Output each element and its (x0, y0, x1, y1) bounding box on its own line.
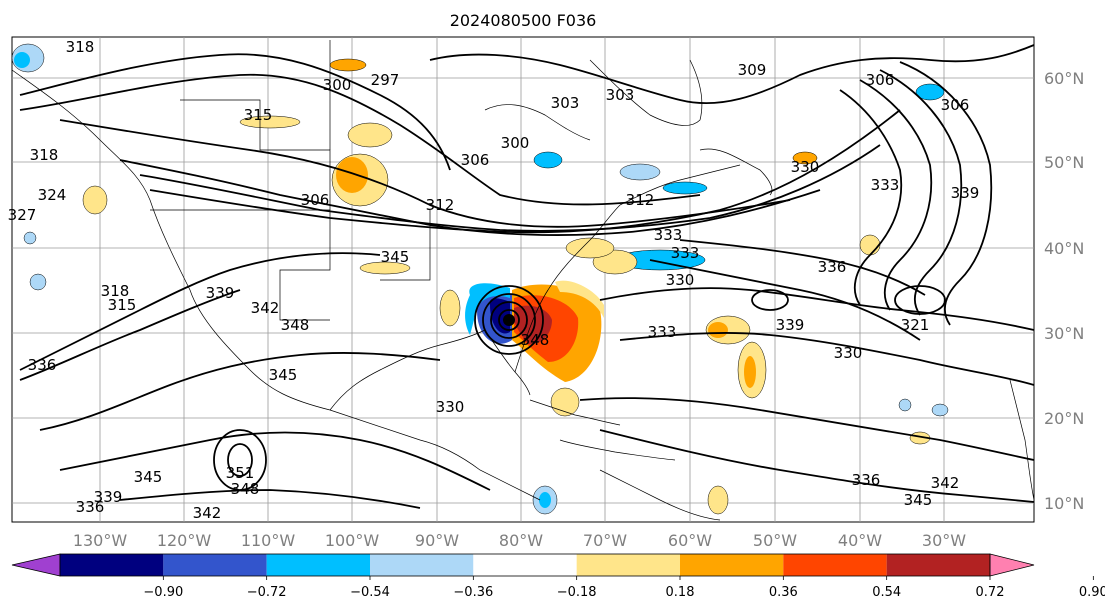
contour-label: 336 (28, 356, 57, 374)
longitude-label: 110°W (241, 531, 296, 550)
colorbar-extend-low (11, 553, 61, 577)
colorbar-segment (60, 554, 164, 576)
contour-label: 330 (436, 398, 465, 416)
contour-label: 336 (852, 471, 881, 489)
longitude-label: 100°W (325, 531, 380, 550)
contour-label: 345 (904, 491, 933, 509)
longitude-label: 40°W (838, 531, 882, 550)
colorbar-segment (783, 554, 887, 576)
contour-label: 336 (818, 258, 847, 276)
longitude-label: 120°W (157, 531, 212, 550)
latitude-label: 30°N (1044, 324, 1084, 343)
latitude-label: 20°N (1044, 409, 1084, 428)
contour-label: 300 (501, 134, 530, 152)
map-title: 2024080500 F036 (450, 11, 597, 30)
contour-label: 339 (206, 284, 235, 302)
colorbar-segment (163, 554, 267, 576)
contour-label: 327 (8, 206, 37, 224)
contour-label: 318 (101, 282, 130, 300)
longitude-label: 90°W (415, 531, 459, 550)
colorbar-tick-label: 0.36 (769, 585, 798, 600)
colorbar-extend-high (989, 553, 1035, 577)
contour-label: 333 (654, 226, 683, 244)
contour-label: 339 (776, 316, 805, 334)
contour-label: 345 (381, 248, 410, 266)
contour-label: 306 (866, 71, 895, 89)
contour-label: 333 (671, 244, 700, 262)
colorbar-tick-label: 0.54 (872, 585, 901, 600)
contour-label: 333 (648, 323, 677, 341)
colorbar-tick-label: 0.72 (976, 585, 1005, 600)
latitude-label: 40°N (1044, 239, 1084, 258)
contour-label: 351 (226, 464, 255, 482)
longitude-label: 30°W (922, 531, 966, 550)
contour-label: 300 (323, 76, 352, 94)
latitude-label: 50°N (1044, 153, 1084, 172)
colorbar-segment (266, 554, 370, 576)
colorbar-segment (370, 554, 474, 576)
contour-label: 309 (738, 61, 767, 79)
contour-label: 306 (941, 96, 970, 114)
contour-label: 318 (30, 146, 59, 164)
contour-label: 345 (269, 366, 298, 384)
colorbar-segment (473, 554, 577, 576)
negative-shading-halo (465, 283, 510, 335)
contour-label: 303 (551, 94, 580, 112)
latitude-label: 60°N (1044, 69, 1084, 88)
colorbar-tick-label: −0.90 (143, 585, 183, 600)
contour-label: 342 (193, 504, 222, 522)
contour-label: 330 (791, 158, 820, 176)
contour-label: 321 (901, 316, 930, 334)
contour-label: 342 (251, 299, 280, 317)
contours (19, 44, 1035, 509)
longitude-label: 130°W (73, 531, 128, 550)
contour-label: 324 (38, 186, 67, 204)
contour-label: 333 (871, 176, 900, 194)
contour-label: 339 (94, 488, 123, 506)
colorbar-segment (576, 554, 680, 576)
contour-label: 297 (371, 71, 400, 89)
contour-label: 348 (521, 331, 550, 349)
contour-label: 339 (951, 184, 980, 202)
contour-label: 348 (281, 316, 310, 334)
colorbar-tick-label: 0.90 (1079, 585, 1105, 600)
contour-label: 318 (66, 38, 95, 56)
colorbar-segment (886, 554, 990, 576)
longitude-label: 80°W (499, 531, 543, 550)
shaded-field (11, 43, 949, 515)
longitude-label: 70°W (583, 531, 627, 550)
colorbar-tick-label: −0.36 (453, 585, 493, 600)
colorbar-tick-label: −0.54 (350, 585, 390, 600)
positive-shading-outer (555, 280, 604, 318)
contour-label: 312 (626, 191, 655, 209)
colorbar-segment (680, 554, 784, 576)
contour-label: 312 (426, 196, 455, 214)
contour-label: 315 (244, 106, 273, 124)
latitude-labels: 60°N 50°N 40°N 30°N 20°N 10°N (1044, 69, 1084, 513)
colorbar-tick-label: −0.72 (247, 585, 287, 600)
colorbar-tick-label: 0.18 (666, 585, 695, 600)
contour-label: 345 (134, 468, 163, 486)
longitude-label: 60°W (668, 531, 712, 550)
contour-label: 306 (461, 151, 490, 169)
colorbar: −0.90 −0.72 −0.54 −0.36 −0.18 0.18 0.36 0.54 0.7… (11, 553, 1105, 600)
longitude-label: 50°W (753, 531, 797, 550)
contour-label: 348 (231, 480, 260, 498)
contour-label: 336 (76, 498, 105, 516)
contour-label: 342 (931, 474, 960, 492)
contour-label: 306 (301, 191, 330, 209)
colorbar-tick-label: −0.18 (557, 585, 597, 600)
contour-label: 303 (606, 86, 635, 104)
contour-label: 330 (834, 344, 863, 362)
contour-label: 330 (666, 271, 695, 289)
latitude-label: 10°N (1044, 494, 1084, 513)
contour-label: 315 (108, 296, 137, 314)
longitude-labels: 130°W 120°W 110°W 100°W 90°W 80°W 70°W 60°W 50°W… (73, 531, 966, 550)
